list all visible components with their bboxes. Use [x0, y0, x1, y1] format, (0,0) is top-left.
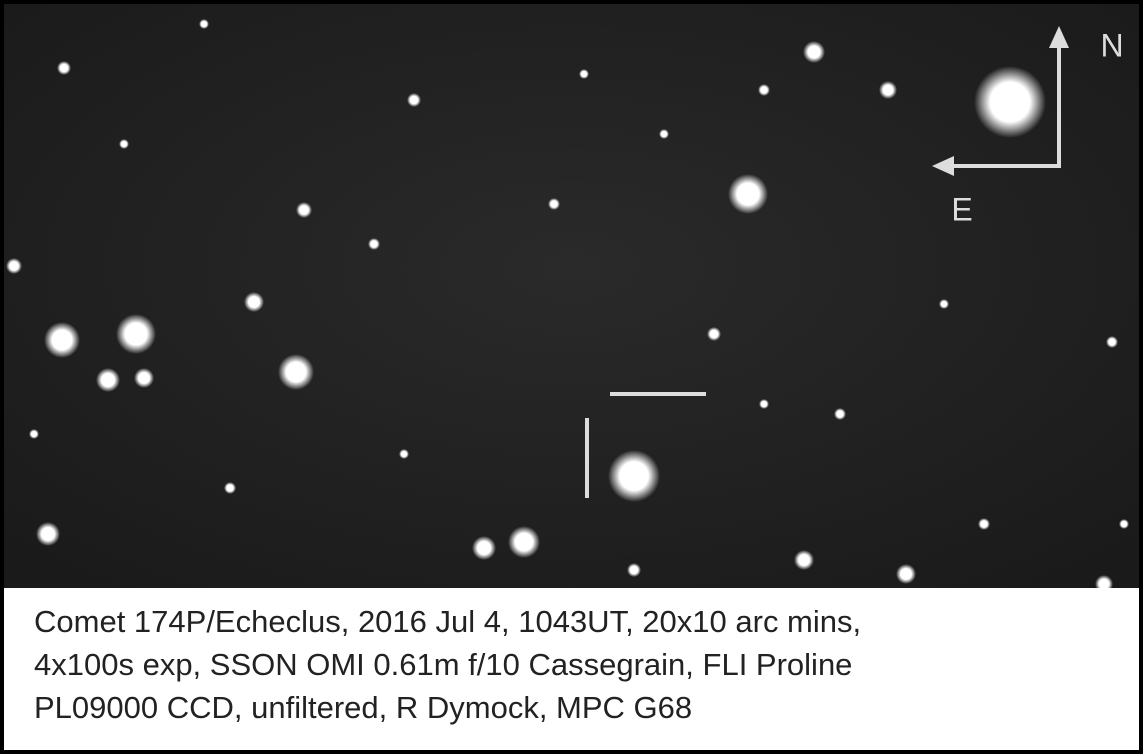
caption-line: PL09000 CCD, unfiltered, R Dymock, MPC G…: [34, 686, 1134, 729]
north-label: N: [1100, 27, 1123, 63]
caption: Comet 174P/Echeclus, 2016 Jul 4, 1043UT,…: [34, 600, 1134, 729]
caption-line: 4x100s exp, SSON OMI 0.61m f/10 Cassegra…: [34, 643, 1134, 686]
caption-line: Comet 174P/Echeclus, 2016 Jul 4, 1043UT,…: [34, 600, 1134, 643]
star-field: N E: [4, 4, 1139, 588]
figure: N E Comet 174P/Echeclus, 2016 Jul 4, 104…: [0, 0, 1143, 754]
east-label: E: [951, 191, 972, 227]
sky: [4, 4, 1139, 588]
